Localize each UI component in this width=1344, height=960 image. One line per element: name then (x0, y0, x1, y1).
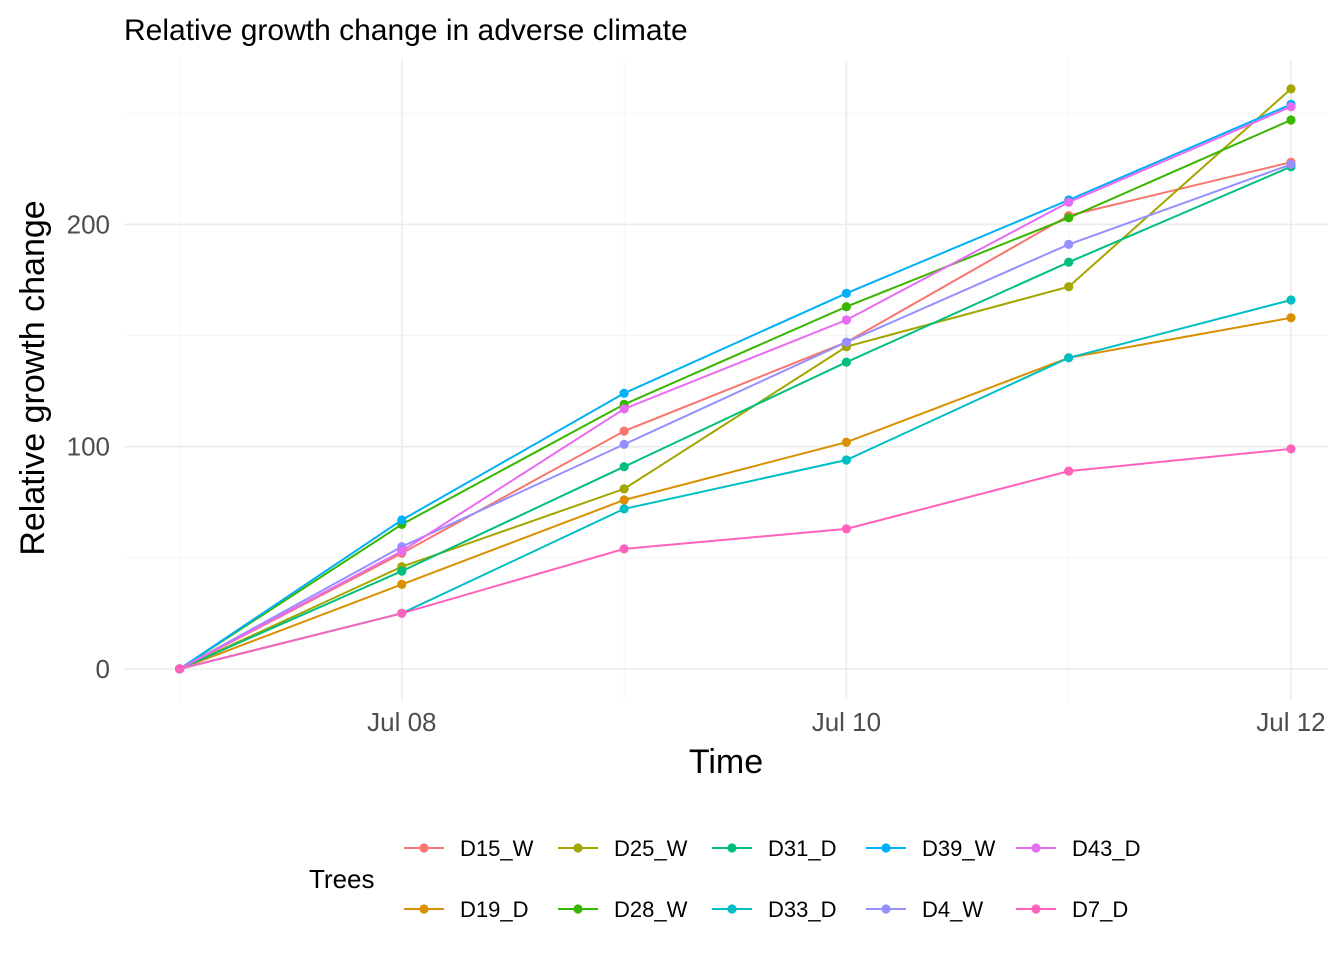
data-point (397, 546, 407, 556)
legend-item: D7_D (1016, 897, 1128, 922)
series-D19_D (175, 313, 1296, 674)
data-point (1064, 353, 1074, 363)
data-point (1064, 197, 1074, 207)
y-axis-ticks: 0 100 200 (67, 209, 110, 683)
data-point (841, 337, 852, 347)
x-tick-label: Jul 08 (367, 707, 436, 737)
series-line (179, 165, 1292, 670)
data-point (619, 462, 629, 472)
data-point (1286, 159, 1296, 169)
legend-key-point (727, 843, 737, 853)
data-point (1286, 102, 1296, 112)
legend-label: D43_D (1072, 836, 1140, 861)
legend-key-point (881, 904, 891, 914)
x-axis-ticks: Jul 08 Jul 10 Jul 12 (367, 707, 1325, 737)
series-line (179, 88, 1292, 670)
data-point (841, 437, 852, 447)
data-point (397, 566, 407, 576)
data-point (619, 495, 629, 505)
data-point (841, 288, 852, 298)
series-line (179, 105, 1292, 670)
legend-item: D4_W (866, 897, 983, 922)
legend-item: D33_D (712, 897, 836, 922)
x-tick-label: Jul 12 (1256, 707, 1325, 737)
data-point (619, 504, 629, 514)
legend-key-point (573, 904, 583, 914)
x-axis-title: Time (689, 743, 763, 781)
legend-label: D25_W (614, 836, 688, 861)
legend-label: D31_D (768, 836, 836, 861)
legend-item: D25_W (558, 836, 688, 861)
series-line (179, 163, 1292, 670)
data-point (619, 484, 629, 494)
series-D4_W (175, 159, 1296, 674)
legend: Trees D15_W D19_D D25_W D28_W D31_D D33_D D39_… (309, 836, 1140, 922)
y-axis-title: Relative growth change (14, 200, 52, 555)
data-point (841, 315, 852, 325)
data-point (841, 524, 852, 534)
y-tick-label: 200 (67, 209, 110, 239)
series-D43_D (175, 102, 1296, 674)
legend-key-point (1031, 843, 1041, 853)
legend-item: D15_W (404, 836, 534, 861)
series-line (179, 316, 1292, 670)
legend-key-point (881, 843, 891, 853)
legend-item: D39_W (866, 836, 996, 861)
legend-key-point (419, 843, 429, 853)
series-line (179, 119, 1292, 670)
y-tick-label: 0 (96, 654, 110, 684)
series-D33_D (175, 295, 1296, 674)
legend-label: D7_D (1072, 897, 1128, 922)
data-point (841, 455, 852, 465)
data-point (397, 579, 407, 590)
legend-title: Trees (309, 864, 375, 894)
series-D7_D (175, 444, 1296, 674)
data-point (619, 544, 629, 554)
series-line (179, 103, 1292, 670)
data-point (1286, 313, 1296, 323)
series-layer (175, 84, 1296, 674)
data-point (1064, 257, 1074, 267)
data-point (175, 664, 185, 674)
legend-key-point (419, 904, 429, 914)
legend-label: D39_W (922, 836, 996, 861)
series-line (179, 161, 1292, 670)
legend-label: D4_W (922, 897, 983, 922)
chart-title: Relative growth change in adverse climat… (124, 14, 688, 47)
legend-key-point (573, 843, 583, 853)
data-point (619, 388, 629, 398)
series-D25_W (175, 84, 1296, 674)
legend-label: D19_D (460, 897, 528, 922)
data-point (1064, 213, 1074, 223)
legend-item: D19_D (404, 897, 528, 922)
data-point (1064, 282, 1074, 292)
data-point (1064, 239, 1074, 249)
data-point (841, 302, 852, 312)
series-D28_W (175, 115, 1296, 674)
data-point (397, 608, 407, 618)
legend-item: D31_D (712, 836, 836, 861)
legend-key-point (727, 904, 737, 914)
series-line (179, 447, 1292, 670)
legend-key-point (1031, 904, 1041, 914)
legend-item: D43_D (1016, 836, 1140, 861)
legend-label: D28_W (614, 897, 688, 922)
data-point (619, 426, 629, 436)
y-tick-label: 100 (67, 432, 110, 462)
data-point (619, 439, 629, 449)
legend-label: D33_D (768, 897, 836, 922)
data-point (1286, 444, 1296, 454)
data-point (397, 515, 407, 525)
x-tick-label: Jul 10 (812, 707, 881, 737)
data-point (1286, 115, 1296, 125)
data-point (619, 404, 629, 414)
data-point (1286, 84, 1296, 94)
data-point (1064, 466, 1074, 476)
legend-item: D28_W (558, 897, 688, 922)
data-point (1286, 295, 1296, 305)
data-point (841, 357, 852, 367)
legend-label: D15_W (460, 836, 534, 861)
